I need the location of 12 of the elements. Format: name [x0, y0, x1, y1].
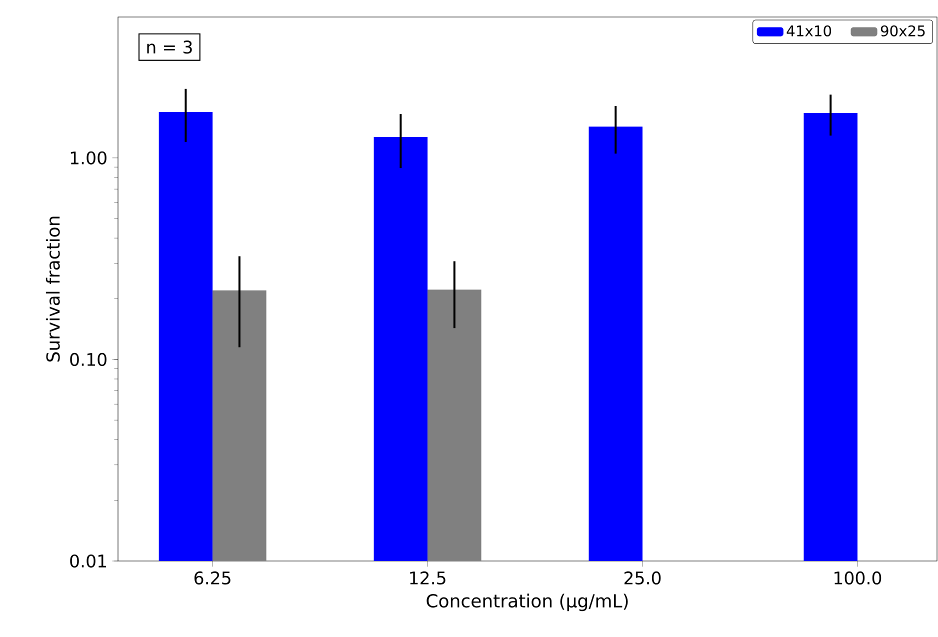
y-tick-label: 0.01: [70, 554, 106, 568]
y-axis-title: Survival fraction: [46, 216, 60, 362]
legend-label: 90x25: [880, 25, 925, 36]
y-tick-label: 0.10: [70, 352, 106, 366]
annotation: n = 3: [147, 40, 192, 54]
x-tick-label: 6.25: [194, 571, 230, 585]
x-tick-label: 12.5: [410, 571, 446, 585]
y-tick-label: 1.00: [70, 151, 106, 164]
legend-label: 41x10: [786, 25, 832, 36]
x-axis-title: Concentration (μg/mL): [426, 594, 628, 612]
x-tick-label: 25.0: [624, 571, 661, 585]
x-tick-label: 100.0: [834, 571, 882, 585]
